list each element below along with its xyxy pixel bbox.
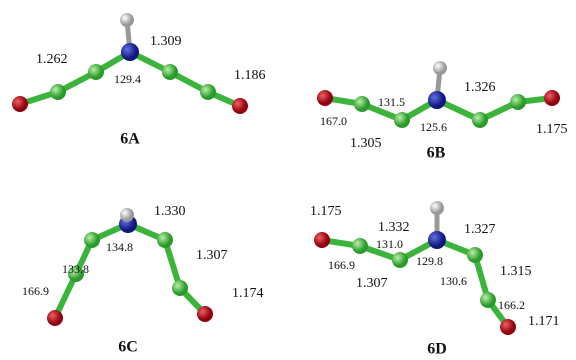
label: 167.0 <box>320 114 347 128</box>
atom-h <box>433 61 447 75</box>
label: 1.332 <box>378 220 410 235</box>
atom-c <box>200 84 216 100</box>
label: 1.174 <box>232 286 264 301</box>
label: 1.175 <box>536 122 568 137</box>
atom-h <box>120 208 134 222</box>
diagram: 1.262 1.309 129.4 1.186 6A 167.0 131.5 1… <box>0 0 576 360</box>
label: 166.2 <box>498 298 525 312</box>
atom-o <box>314 232 330 248</box>
molecule-6d: 1.175 1.332 131.0 1.327 129.8 166.9 1.30… <box>310 201 560 358</box>
title: 6C <box>118 339 138 356</box>
atom-o <box>500 319 516 335</box>
label: 1.175 <box>310 204 342 219</box>
label: 1.326 <box>464 80 496 95</box>
label: 1.309 <box>150 34 182 49</box>
label: 1.307 <box>356 276 388 291</box>
atom-c <box>50 84 66 100</box>
label: 125.6 <box>420 120 447 134</box>
atom-c <box>88 64 104 80</box>
molecule-6b: 167.0 131.5 1.326 125.6 1.305 1.175 6B <box>317 61 568 162</box>
label: 166.9 <box>22 284 49 298</box>
label: 1.305 <box>350 136 382 151</box>
label: 1.262 <box>36 52 68 67</box>
atom-c <box>392 252 408 268</box>
label: 134.8 <box>106 240 133 254</box>
atom-o <box>197 306 213 322</box>
label: 131.0 <box>376 237 403 251</box>
atom-c <box>510 94 526 110</box>
atom-c <box>84 232 100 248</box>
atom-h <box>430 201 444 215</box>
molecule-6a: 1.262 1.309 129.4 1.186 6A <box>12 13 266 148</box>
label: 130.6 <box>440 274 467 288</box>
atom-c <box>472 112 488 128</box>
atom-c <box>157 232 173 248</box>
atom-o <box>232 98 248 114</box>
atom-o <box>12 96 28 112</box>
title: 6A <box>120 131 140 148</box>
label: 131.5 <box>378 95 405 109</box>
atom-n <box>428 91 446 109</box>
atom-c <box>354 96 370 112</box>
atom-o <box>317 90 333 106</box>
atom-n <box>121 43 139 61</box>
atom-o <box>47 310 63 326</box>
atom-c <box>352 238 368 254</box>
label: 1.171 <box>528 314 560 329</box>
atom-n <box>428 231 446 249</box>
label: 1.307 <box>196 248 228 263</box>
label: 1.186 <box>234 68 266 83</box>
molecule-6c: 1.330 134.8 133.8 166.9 1.307 1.174 6C <box>22 204 264 355</box>
label: 166.9 <box>328 258 355 272</box>
label: 129.4 <box>114 72 141 86</box>
atom-c <box>467 247 483 263</box>
label: 1.330 <box>154 204 186 219</box>
atom-o <box>544 90 560 106</box>
atom-h <box>120 13 134 27</box>
label: 133.8 <box>62 262 89 276</box>
atom-c <box>172 280 188 296</box>
label: 129.8 <box>416 254 443 268</box>
label: 1.315 <box>500 264 532 279</box>
atom-c <box>480 292 496 308</box>
title: 6D <box>427 341 447 358</box>
title: 6B <box>427 145 446 162</box>
atom-c <box>394 112 410 128</box>
atom-c <box>162 64 178 80</box>
label: 1.327 <box>464 222 496 237</box>
